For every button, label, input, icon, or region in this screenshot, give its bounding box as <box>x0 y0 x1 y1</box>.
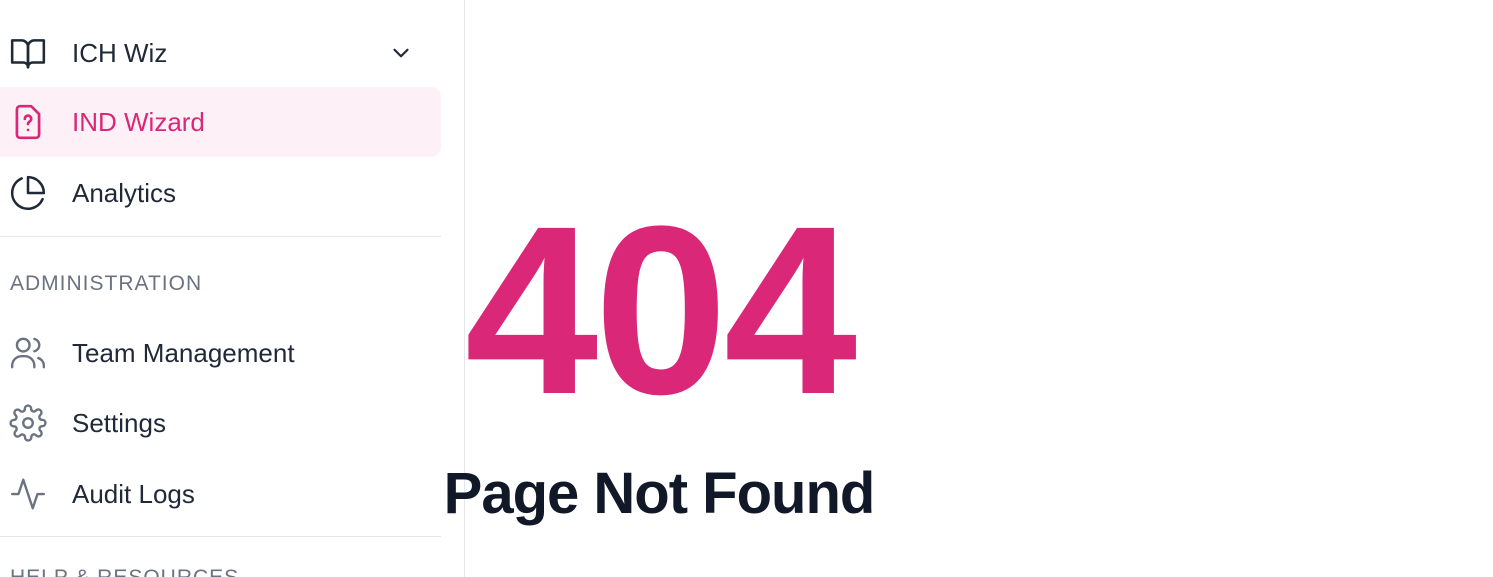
sidebar-item-label: Audit Logs <box>72 478 195 509</box>
gear-icon <box>9 404 47 442</box>
sidebar-item-ich-wiz[interactable]: ICH Wiz <box>0 18 441 88</box>
users-icon <box>9 334 47 372</box>
sidebar-item-label: Settings <box>72 407 166 438</box>
section-title-administration: ADMINISTRATION <box>10 272 203 295</box>
sidebar-divider <box>0 536 441 537</box>
file-question-icon <box>9 103 47 141</box>
sidebar-item-analytics[interactable]: Analytics <box>0 158 441 228</box>
sidebar-item-label: Analytics <box>72 177 177 208</box>
section-title-help-resources: HELP & RESOURCES <box>10 566 239 577</box>
sidebar-item-team-management[interactable]: Team Management <box>0 318 441 388</box>
sidebar-item-ind-wizard[interactable]: IND Wizard <box>0 87 441 157</box>
sidebar-divider <box>0 236 441 237</box>
sidebar-item-label: IND Wizard <box>72 106 205 137</box>
sidebar-item-label: ICH Wiz <box>72 37 168 68</box>
sidebar-item-label: Team Management <box>72 337 295 368</box>
sidebar-item-audit-logs[interactable]: Audit Logs <box>0 459 441 529</box>
sidebar: ICH Wiz IND Wizard <box>0 0 465 577</box>
book-open-icon <box>9 34 47 72</box>
sidebar-item-settings[interactable]: Settings <box>0 388 441 458</box>
pie-chart-icon <box>9 174 47 212</box>
activity-icon <box>9 475 47 513</box>
error-title: Page Not Found <box>443 461 876 526</box>
chevron-down-icon[interactable] <box>388 40 414 66</box>
main-content: 404 Page Not Found <box>444 0 1493 577</box>
error-code: 404 <box>464 176 857 444</box>
